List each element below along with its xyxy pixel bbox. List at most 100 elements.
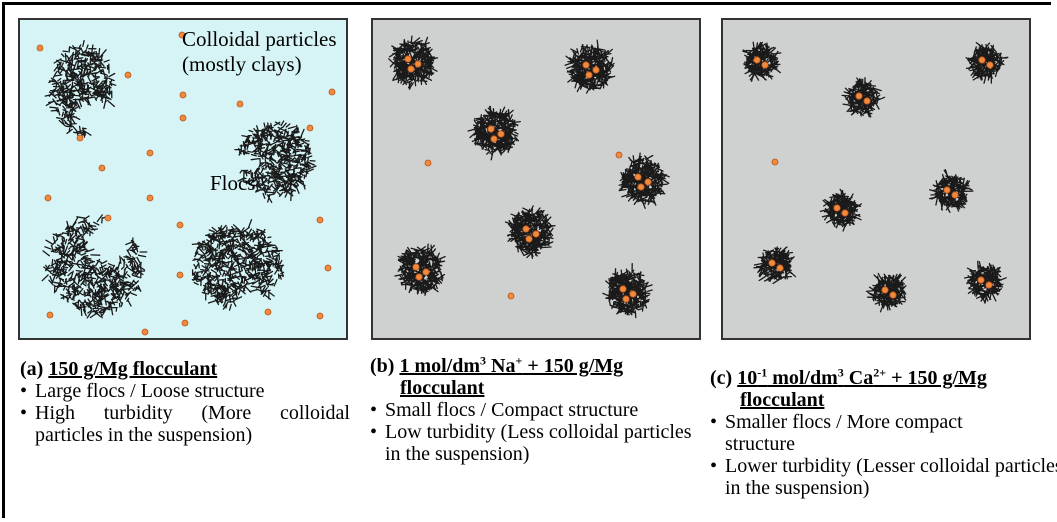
colloidal-particle (328, 88, 336, 96)
label-flocs: Flocs (210, 172, 256, 195)
caption-b-title-line2: flocculant (370, 377, 690, 399)
embedded-particle (525, 235, 533, 243)
colloidal-label-line2: (mostly clays) (182, 52, 302, 76)
colloidal-particle (306, 124, 314, 132)
floc (191, 219, 285, 311)
colloidal-particle (124, 71, 132, 79)
flocs-label: Flocs (210, 171, 256, 195)
caption-c-title: (c) 10-1 mol/dm3 Ca2+ + 150 g/Mg (710, 365, 1055, 389)
caption-c-title-part4: + 150 g/Mg (886, 367, 987, 389)
embedded-particle (582, 61, 590, 69)
colloidal-particle (46, 311, 54, 319)
embedded-particle (522, 225, 530, 233)
embedded-particle (414, 60, 422, 68)
floc (819, 188, 862, 232)
colloidal-particle (141, 328, 149, 336)
caption-b-sup-plus: + (515, 353, 523, 368)
embedded-particle (404, 55, 412, 63)
colloidal-particle (236, 100, 244, 108)
embedded-particle (644, 178, 652, 186)
caption-c-prefix: (c) (710, 367, 733, 389)
caption-a-title: (a) 150 g/Mg flocculant (20, 358, 350, 380)
panel-b-small-flocs (371, 18, 701, 340)
colloidal-particle (316, 312, 324, 320)
colloidal-particle (44, 194, 52, 202)
embedded-particle (768, 259, 776, 267)
floc (742, 41, 782, 83)
embedded-particle (490, 135, 498, 143)
caption-c-title-part1: 10 (737, 367, 758, 389)
panel-b-drawing (388, 35, 670, 319)
embedded-particle (407, 65, 415, 73)
colloidal-particle (146, 149, 154, 157)
panel-a-large-flocs: Colloidal particles (mostly clays) Flocs (18, 18, 348, 340)
caption-b-title: (b) 1 mol/dm3 Na+ + 150 g/Mg (370, 353, 690, 377)
caption-c-title-line2: flocculant (710, 389, 1055, 411)
caption-c-sup-neg1: -1 (757, 365, 768, 380)
embedded-particle (881, 286, 889, 294)
caption-c-title-part3: Ca (843, 367, 874, 389)
caption-a: (a) 150 g/Mg flocculant Large flocs / Lo… (20, 358, 350, 446)
floc (602, 262, 653, 319)
colloidal-particle (98, 164, 106, 172)
colloidal-particle (104, 214, 112, 222)
colloidal-particle (36, 44, 44, 52)
embedded-particle (412, 263, 420, 271)
embedded-particle (592, 66, 600, 74)
caption-c-bullet-2: Lower turbidity (Lesser colloidal partic… (710, 455, 1057, 499)
caption-c-title-line2-text: flocculant (740, 389, 825, 411)
colloidal-particle (179, 91, 187, 99)
caption-b-title-part2: Na (486, 355, 516, 377)
caption-a-bullet-2: High turbidity (More colloidal particles… (20, 402, 350, 446)
embedded-particle (629, 290, 637, 298)
caption-b-bullet-1: Small flocs / Compact structure (370, 399, 645, 421)
caption-c: (c) 10-1 mol/dm3 Ca2+ + 150 g/Mg floccul… (710, 365, 1057, 499)
embedded-particle (889, 291, 897, 299)
embedded-particle (532, 230, 540, 238)
floc (388, 35, 439, 90)
embedded-particle (943, 186, 951, 194)
embedded-particle (951, 191, 959, 199)
embedded-particle (776, 264, 784, 272)
embedded-particle (634, 173, 642, 181)
embedded-particle (986, 61, 994, 69)
caption-b-title-line2-text: flocculant (400, 377, 485, 399)
embedded-particle (622, 295, 630, 303)
embedded-particle (985, 281, 993, 289)
embedded-particle (761, 61, 769, 69)
colloidal-label-line1: Colloidal particles (182, 27, 337, 51)
embedded-particle (863, 97, 871, 105)
caption-b: (b) 1 mol/dm3 Na+ + 150 g/Mg flocculant … (370, 353, 692, 465)
panel-a-drawing (36, 31, 336, 336)
caption-c-title-part2: mol/dm (767, 367, 838, 389)
colloidal-particle (615, 151, 623, 159)
caption-b-title-part1: 1 mol/dm (399, 355, 481, 377)
caption-b-bullet-2: Low turbidity (Less colloidal particles … (370, 421, 705, 465)
label-mostly-clays: (mostly clays) (182, 53, 302, 76)
caption-a-title-text: 150 g/Mg flocculant (48, 358, 218, 380)
floc (618, 152, 670, 209)
colloidal-particle (507, 292, 515, 300)
colloidal-particle (146, 194, 154, 202)
caption-b-title-part3: + 150 g/Mg (522, 355, 624, 377)
floc (234, 120, 317, 204)
colloidal-particle (424, 159, 432, 167)
floc (841, 77, 886, 118)
colloidal-particle (771, 158, 779, 166)
caption-a-bullet-1: Large flocs / Loose structure (20, 380, 350, 402)
colloidal-particle (324, 264, 332, 272)
colloidal-particle (264, 308, 272, 316)
embedded-particle (637, 183, 645, 191)
embedded-particle (855, 92, 863, 100)
colloidal-particle (176, 221, 184, 229)
floc (965, 41, 1009, 84)
caption-b-prefix: (b) (370, 355, 395, 377)
colloidal-particle (176, 271, 184, 279)
caption-c-sup-2plus: 2+ (873, 365, 887, 380)
caption-c-sup-3: 3 (837, 365, 844, 380)
embedded-particle (585, 71, 593, 79)
caption-a-prefix: (a) (20, 358, 44, 380)
panel-c-drawing (742, 41, 1009, 313)
embedded-particle (497, 130, 505, 138)
